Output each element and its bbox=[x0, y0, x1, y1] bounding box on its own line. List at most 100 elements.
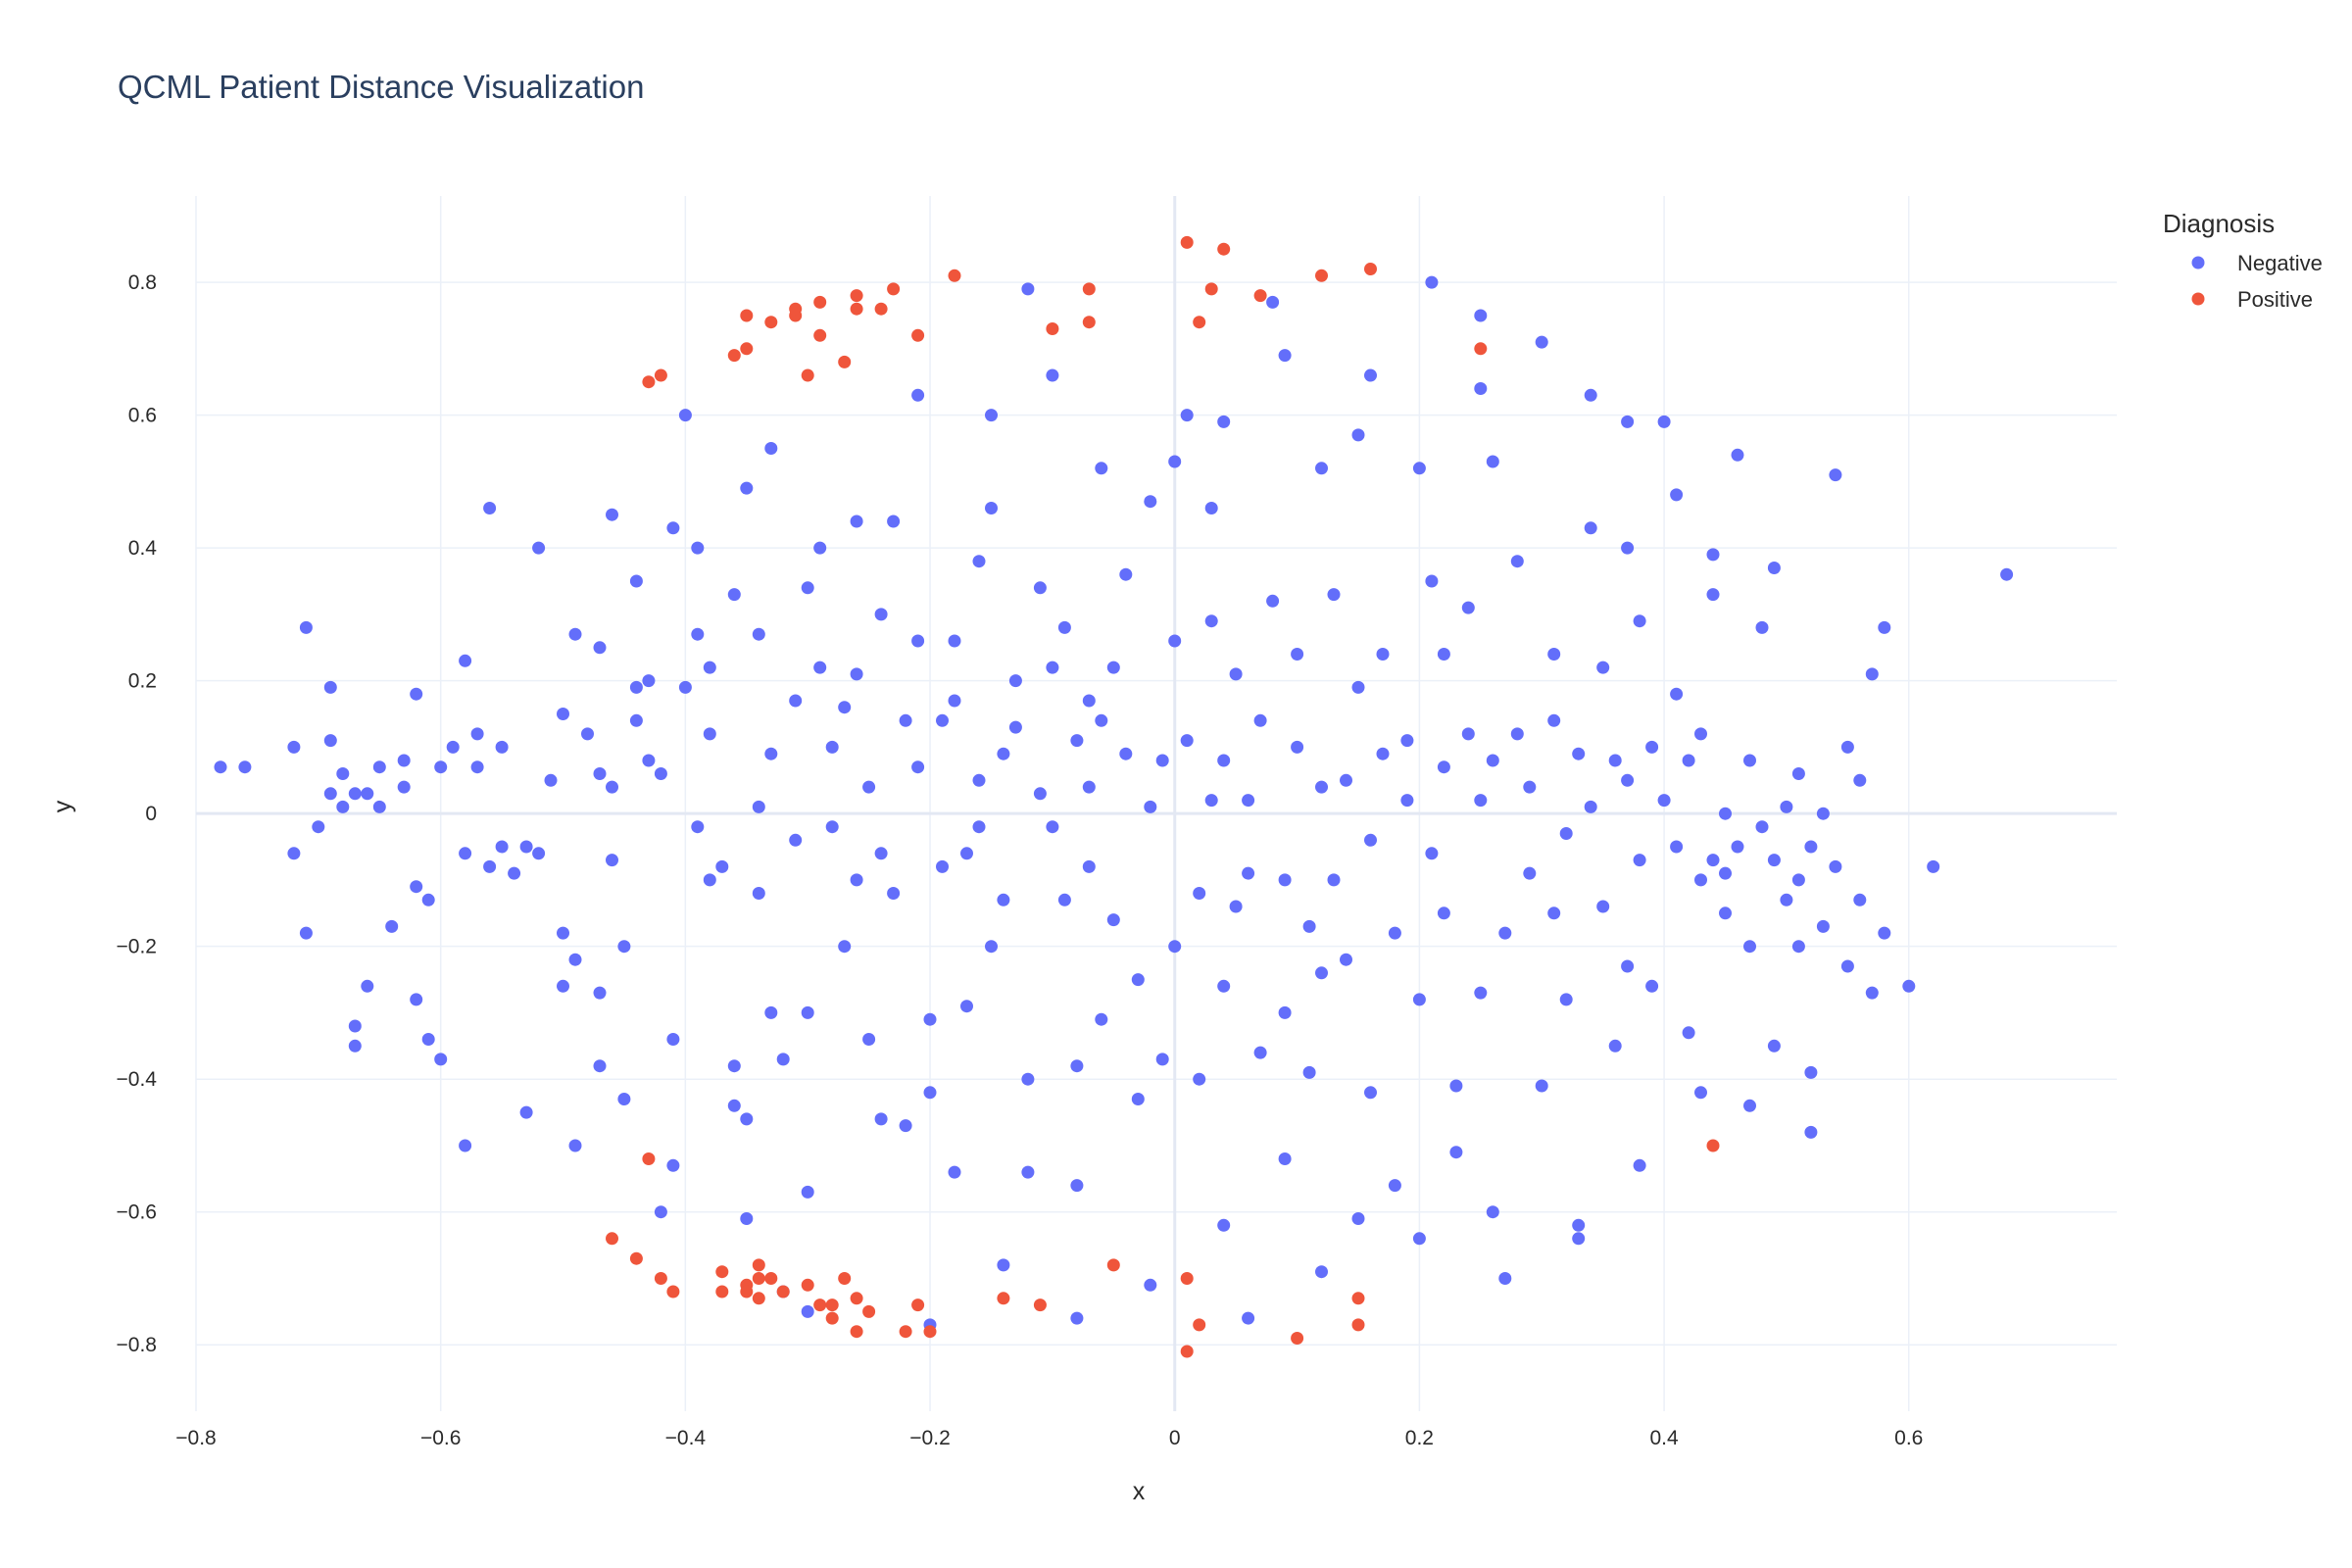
point-negative bbox=[1168, 940, 1182, 954]
point-negative bbox=[874, 1112, 888, 1126]
point-negative bbox=[1535, 1079, 1548, 1093]
point-negative bbox=[1657, 794, 1671, 808]
legend-item-positive[interactable]: Positive bbox=[2191, 287, 2314, 312]
point-negative bbox=[532, 847, 546, 860]
point-positive bbox=[642, 375, 656, 389]
point-negative bbox=[1486, 754, 1499, 767]
point-negative bbox=[985, 940, 998, 954]
point-negative bbox=[557, 979, 569, 993]
point-negative bbox=[1437, 906, 1450, 920]
point-negative bbox=[1865, 667, 1879, 681]
point-positive bbox=[813, 328, 827, 342]
x-tick-label: −0.8 bbox=[175, 1427, 216, 1449]
point-positive bbox=[1291, 1332, 1304, 1345]
point-negative bbox=[1535, 335, 1548, 349]
point-negative bbox=[519, 1105, 533, 1119]
point-negative bbox=[629, 713, 643, 727]
point-negative bbox=[1008, 720, 1022, 734]
y-tick-label: 0.2 bbox=[128, 670, 157, 693]
point-negative bbox=[1144, 1278, 1157, 1292]
point-negative bbox=[421, 893, 435, 906]
point-negative bbox=[691, 541, 705, 555]
point-positive bbox=[715, 1285, 729, 1298]
point-negative bbox=[544, 773, 558, 787]
point-negative bbox=[1217, 415, 1231, 428]
point-negative bbox=[459, 847, 472, 860]
point-negative bbox=[557, 708, 569, 720]
point-negative bbox=[887, 887, 901, 900]
point-negative bbox=[960, 847, 973, 860]
point-negative bbox=[1180, 409, 1194, 422]
point-negative bbox=[703, 661, 716, 674]
x-axis-title: x bbox=[1133, 1478, 1146, 1505]
point-negative bbox=[1155, 1053, 1169, 1066]
point-negative bbox=[323, 787, 337, 801]
legend-item-negative[interactable]: Negative bbox=[2191, 251, 2323, 275]
y-tick-label: 0 bbox=[145, 803, 157, 825]
point-negative bbox=[336, 800, 350, 813]
point-positive bbox=[629, 1251, 643, 1265]
point-negative bbox=[1046, 368, 1059, 382]
point-negative bbox=[470, 760, 484, 774]
legend-marker bbox=[2191, 292, 2205, 306]
point-negative bbox=[1291, 740, 1304, 754]
point-negative bbox=[1070, 1179, 1084, 1193]
point-negative bbox=[593, 986, 607, 1000]
point-negative bbox=[1253, 713, 1267, 727]
point-negative bbox=[1266, 594, 1280, 608]
point-negative bbox=[1217, 1218, 1231, 1232]
point-negative bbox=[1719, 906, 1732, 920]
point-negative bbox=[1095, 1012, 1108, 1026]
point-negative bbox=[568, 627, 582, 641]
point-negative bbox=[1278, 349, 1292, 363]
point-positive bbox=[997, 1292, 1010, 1305]
point-negative bbox=[593, 1059, 607, 1073]
point-negative bbox=[1302, 1065, 1316, 1079]
point-positive bbox=[1474, 342, 1488, 356]
point-negative bbox=[727, 1059, 741, 1073]
point-negative bbox=[887, 514, 901, 528]
point-negative bbox=[1242, 794, 1255, 808]
point-positive bbox=[838, 1272, 852, 1285]
point-negative bbox=[617, 1093, 631, 1105]
point-negative bbox=[727, 1099, 741, 1112]
point-negative bbox=[666, 1158, 680, 1172]
grid bbox=[195, 196, 2117, 1411]
point-negative bbox=[1046, 661, 1059, 674]
point-negative bbox=[1070, 734, 1084, 748]
point-negative bbox=[410, 687, 423, 701]
point-negative bbox=[1327, 873, 1341, 887]
point-negative bbox=[1302, 919, 1316, 933]
point-negative bbox=[1106, 913, 1120, 927]
point-negative bbox=[1584, 800, 1597, 813]
point-negative bbox=[1780, 893, 1793, 906]
legend-label: Positive bbox=[2237, 287, 2313, 312]
point-negative bbox=[1388, 1179, 1401, 1193]
point-negative bbox=[606, 854, 618, 867]
point-positive bbox=[1193, 316, 1206, 329]
point-positive bbox=[1351, 1292, 1365, 1305]
point-negative bbox=[1119, 567, 1133, 581]
point-positive bbox=[1180, 235, 1194, 249]
point-negative bbox=[1523, 866, 1537, 880]
point-negative bbox=[606, 780, 618, 794]
point-negative bbox=[348, 1019, 362, 1033]
point-negative bbox=[568, 1139, 582, 1152]
point-negative bbox=[1608, 754, 1622, 767]
point-negative bbox=[1780, 800, 1793, 813]
point-negative bbox=[715, 859, 729, 873]
point-negative bbox=[2000, 567, 2014, 581]
x-tick-label: 0.2 bbox=[1405, 1427, 1434, 1449]
y-tick-labels: −0.8 −0.6 −0.4 −0.2 0 0.2 0.4 0.6 0.8 bbox=[117, 271, 158, 1356]
legend-title: Diagnosis bbox=[2163, 209, 2275, 238]
point-negative bbox=[410, 993, 423, 1006]
point-negative bbox=[1510, 727, 1524, 741]
point-negative bbox=[691, 820, 705, 834]
point-negative bbox=[1755, 820, 1769, 834]
point-negative bbox=[1168, 634, 1182, 648]
point-negative bbox=[997, 1258, 1010, 1272]
x-tick-labels: −0.8 −0.6 −0.4 −0.2 0 0.2 0.4 0.6 bbox=[175, 1427, 1923, 1449]
point-positive bbox=[764, 316, 778, 329]
point-negative bbox=[1596, 900, 1610, 913]
point-negative bbox=[1767, 1039, 1781, 1053]
